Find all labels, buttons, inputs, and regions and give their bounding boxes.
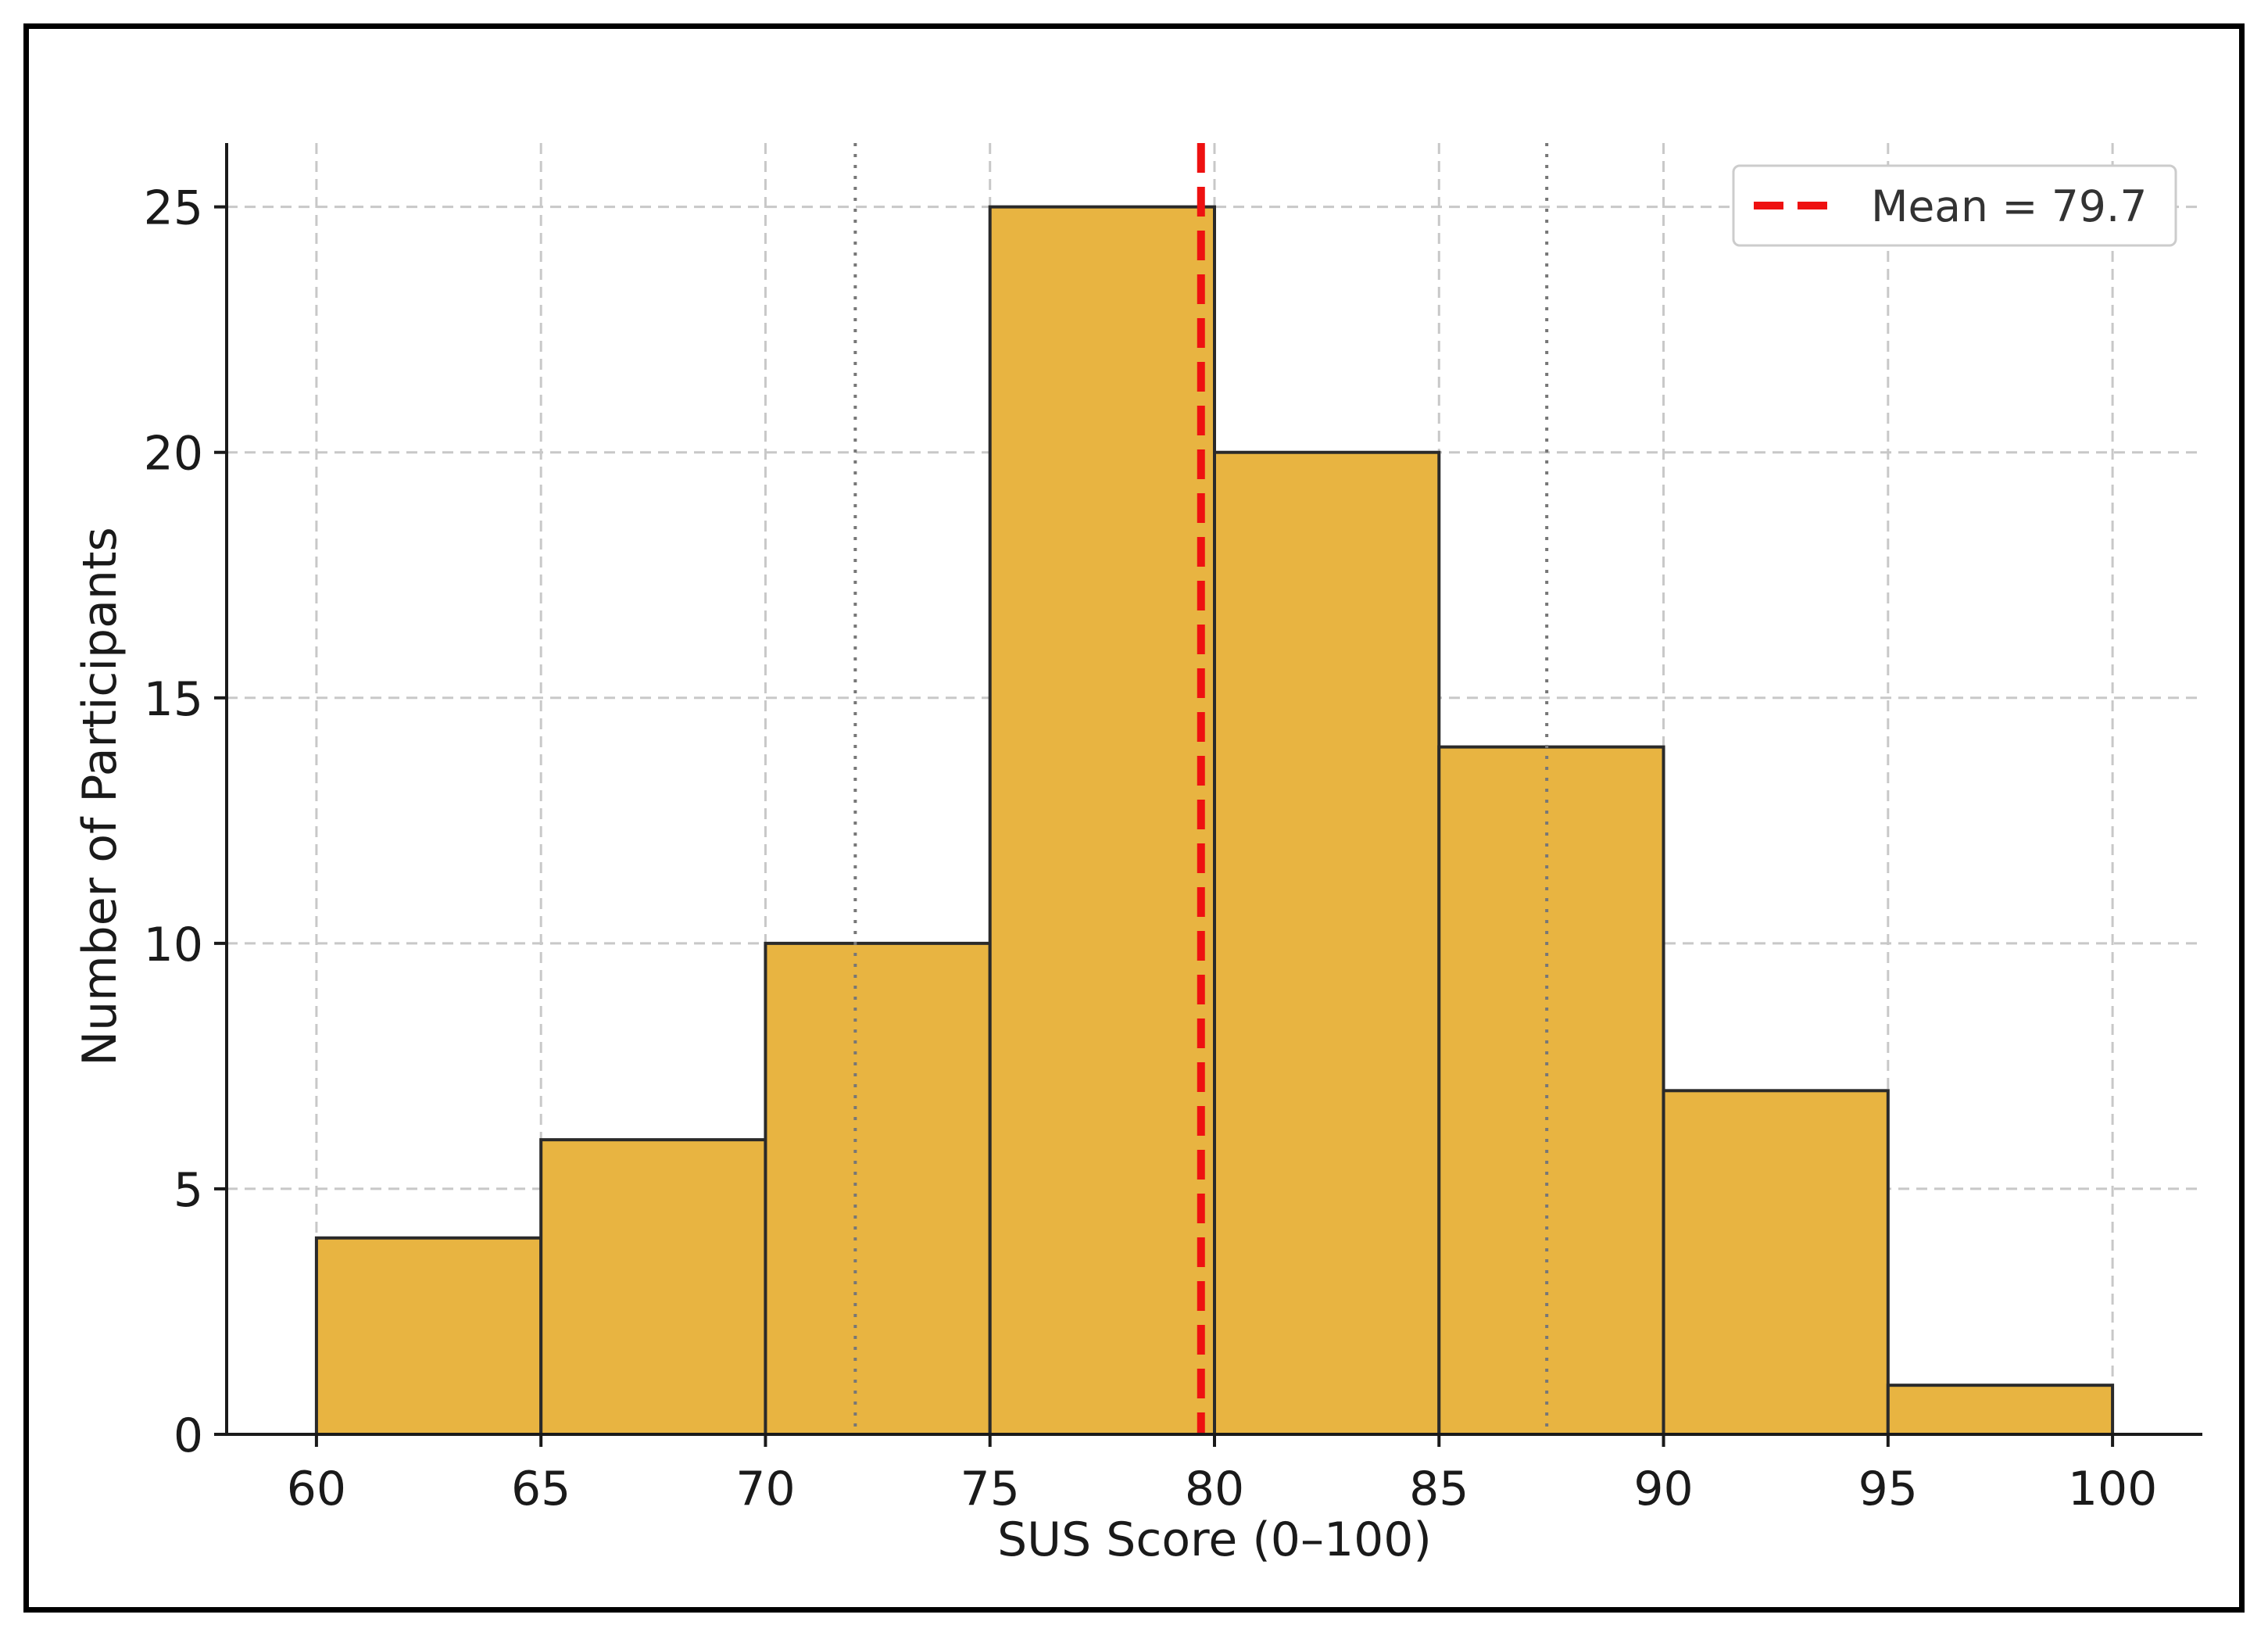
x-tick-label: 95 — [1858, 1462, 1918, 1516]
y-tick-label: 20 — [144, 427, 203, 481]
x-tick-label: 85 — [1409, 1462, 1468, 1516]
histogram-bars — [314, 205, 2115, 1437]
y-tick-label: 15 — [144, 672, 203, 727]
legend-box — [1732, 164, 2177, 247]
x-tick-label: 90 — [1633, 1462, 1693, 1516]
x-tick-label: 80 — [1185, 1462, 1244, 1516]
histogram-bar — [988, 205, 1217, 1436]
histogram-bar — [764, 941, 992, 1437]
x-tick-label: 75 — [961, 1462, 1020, 1516]
y-tick-label: 0 — [173, 1409, 203, 1463]
histogram-bar — [1886, 1384, 2115, 1436]
tick-labels: 60 65 70 75 80 85 90 95 100 0 5 10 15 20 25 — [144, 181, 2158, 1516]
axes — [214, 143, 2202, 1447]
legend: Mean = 79.7 — [1732, 164, 2177, 247]
histogram-bar — [1662, 1089, 1890, 1437]
x-tick-label: 100 — [2068, 1462, 2158, 1516]
y-tick-label: 10 — [144, 918, 203, 972]
y-tick-label: 25 — [144, 181, 203, 236]
y-axis-title: Number of Participants — [73, 527, 127, 1065]
legend-mean-label: Mean = 79.7 — [1871, 181, 2147, 231]
x-axis-title: SUS Score (0–100) — [997, 1512, 1432, 1567]
x-tick-label: 65 — [511, 1462, 571, 1516]
histogram-bar — [539, 1138, 767, 1437]
x-tick-label: 60 — [287, 1462, 346, 1516]
histogram-bar — [314, 1236, 543, 1436]
y-tick-label: 5 — [173, 1163, 203, 1218]
histogram-bar — [1437, 745, 1665, 1436]
x-tick-label: 70 — [735, 1462, 795, 1516]
histogram-bar — [1213, 450, 1441, 1437]
reference-lines — [853, 143, 1549, 1434]
